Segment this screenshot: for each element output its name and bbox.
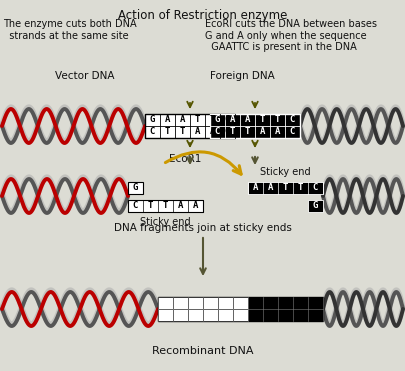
- Text: G: G: [312, 201, 318, 210]
- Text: G: G: [149, 115, 155, 125]
- Text: G: G: [214, 115, 220, 125]
- Bar: [307, 200, 322, 212]
- Text: C: C: [214, 128, 220, 137]
- Bar: [217, 297, 232, 309]
- Bar: [232, 297, 247, 309]
- Text: C: C: [224, 115, 230, 125]
- Bar: [232, 309, 247, 321]
- Bar: [247, 182, 322, 194]
- Text: Foreign DNA: Foreign DNA: [209, 71, 274, 81]
- Bar: [202, 297, 217, 309]
- Text: DNA fragments join at sticky ends: DNA fragments join at sticky ends: [114, 223, 291, 233]
- Text: Action of Restriction enzyme: Action of Restriction enzyme: [118, 9, 287, 22]
- Text: A: A: [164, 115, 170, 125]
- Text: A: A: [229, 115, 234, 125]
- Text: T: T: [259, 115, 264, 125]
- Text: T: T: [229, 128, 234, 137]
- Text: A: A: [274, 128, 279, 137]
- Text: C: C: [224, 128, 230, 137]
- Text: A: A: [177, 201, 183, 210]
- FancyArrowPatch shape: [165, 152, 241, 174]
- Text: A: A: [267, 184, 273, 193]
- Text: T: T: [162, 201, 168, 210]
- Text: C: C: [312, 184, 318, 193]
- Text: Sticky end: Sticky end: [140, 217, 190, 227]
- Text: T: T: [164, 128, 170, 137]
- Bar: [217, 309, 232, 321]
- Bar: [188, 309, 202, 321]
- Text: T: T: [274, 115, 279, 125]
- Text: T: T: [282, 184, 288, 193]
- Bar: [158, 309, 173, 321]
- Bar: [202, 309, 217, 321]
- Text: T: T: [209, 115, 215, 125]
- Text: A: A: [194, 128, 200, 137]
- Text: C: C: [289, 128, 294, 137]
- Text: A: A: [192, 201, 198, 210]
- Text: A: A: [259, 128, 264, 137]
- Text: A: A: [179, 115, 185, 125]
- Text: A: A: [252, 184, 258, 193]
- Text: C: C: [149, 128, 155, 137]
- Bar: [145, 114, 234, 138]
- Text: G: G: [132, 184, 138, 193]
- Text: T: T: [147, 201, 153, 210]
- Text: EcoRI cuts the DNA between bases
G and A only when the sequence
  GAATTC is pres: EcoRI cuts the DNA between bases G and A…: [205, 19, 376, 52]
- Bar: [173, 309, 188, 321]
- Text: The enzyme cuts both DNA
  strands at the same site: The enzyme cuts both DNA strands at the …: [3, 19, 136, 40]
- Text: Recombinant DNA: Recombinant DNA: [152, 346, 253, 356]
- Text: T: T: [297, 184, 303, 193]
- Text: EcoR1: EcoR1: [168, 154, 201, 164]
- Bar: [158, 297, 322, 321]
- Bar: [158, 297, 173, 309]
- Bar: [128, 200, 202, 212]
- Bar: [173, 297, 188, 309]
- Text: C: C: [289, 115, 294, 125]
- Text: T: T: [244, 128, 249, 137]
- Text: Sticky end: Sticky end: [260, 167, 310, 177]
- Text: A: A: [244, 115, 249, 125]
- Bar: [209, 114, 299, 138]
- Bar: [128, 182, 143, 194]
- Text: A: A: [209, 128, 215, 137]
- Text: C: C: [132, 201, 138, 210]
- Text: T: T: [179, 128, 185, 137]
- Text: Vector DNA: Vector DNA: [55, 71, 114, 81]
- Bar: [188, 297, 202, 309]
- Text: T: T: [194, 115, 200, 125]
